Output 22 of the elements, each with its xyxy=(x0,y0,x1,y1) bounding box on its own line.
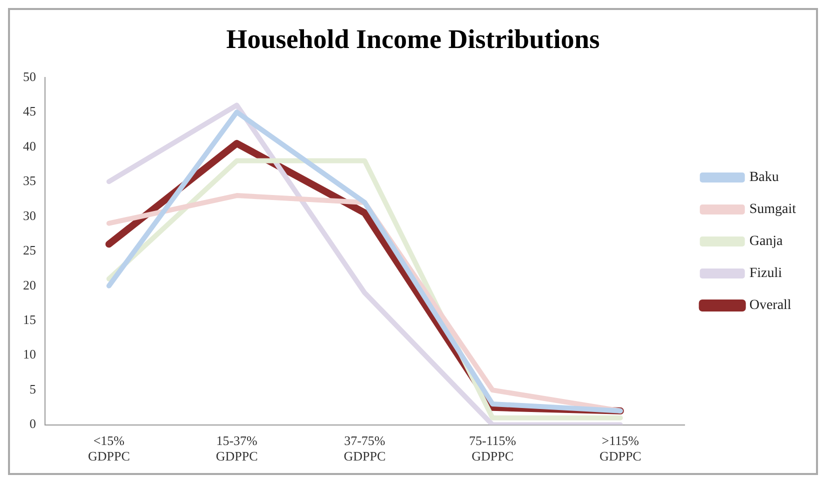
legend-label: Overall xyxy=(749,298,792,314)
y-tick-label: 25 xyxy=(23,242,36,258)
legend-label: Ganja xyxy=(749,234,784,250)
y-tick-label: 0 xyxy=(30,416,36,432)
y-tick-label: 35 xyxy=(23,173,36,188)
x-tick-label: 15-37% GDPPC xyxy=(216,433,258,464)
x-tick-label: >115% GDPPC xyxy=(599,433,642,464)
legend-label: Sumgait xyxy=(749,202,796,218)
y-tick-label: 15 xyxy=(23,312,36,327)
legend-label: Baku xyxy=(749,170,779,186)
chart-title: Household Income Distributions xyxy=(226,24,600,54)
y-tick-label: 20 xyxy=(23,277,36,292)
y-tick-label: 50 xyxy=(23,68,36,84)
y-tick-label: 40 xyxy=(23,138,36,154)
x-tick-label: <15% GDPPC xyxy=(88,433,130,464)
x-tick-label: 37-75% GDPPC xyxy=(344,433,386,464)
legend-label: Fizuli xyxy=(749,266,782,282)
x-tick-label: 75-115% GDPPC xyxy=(468,433,516,464)
y-tick-label: 5 xyxy=(30,381,36,396)
y-tick-label: 45 xyxy=(23,104,36,119)
y-tick-label: 10 xyxy=(23,346,36,362)
y-tick-label: 30 xyxy=(23,208,36,223)
